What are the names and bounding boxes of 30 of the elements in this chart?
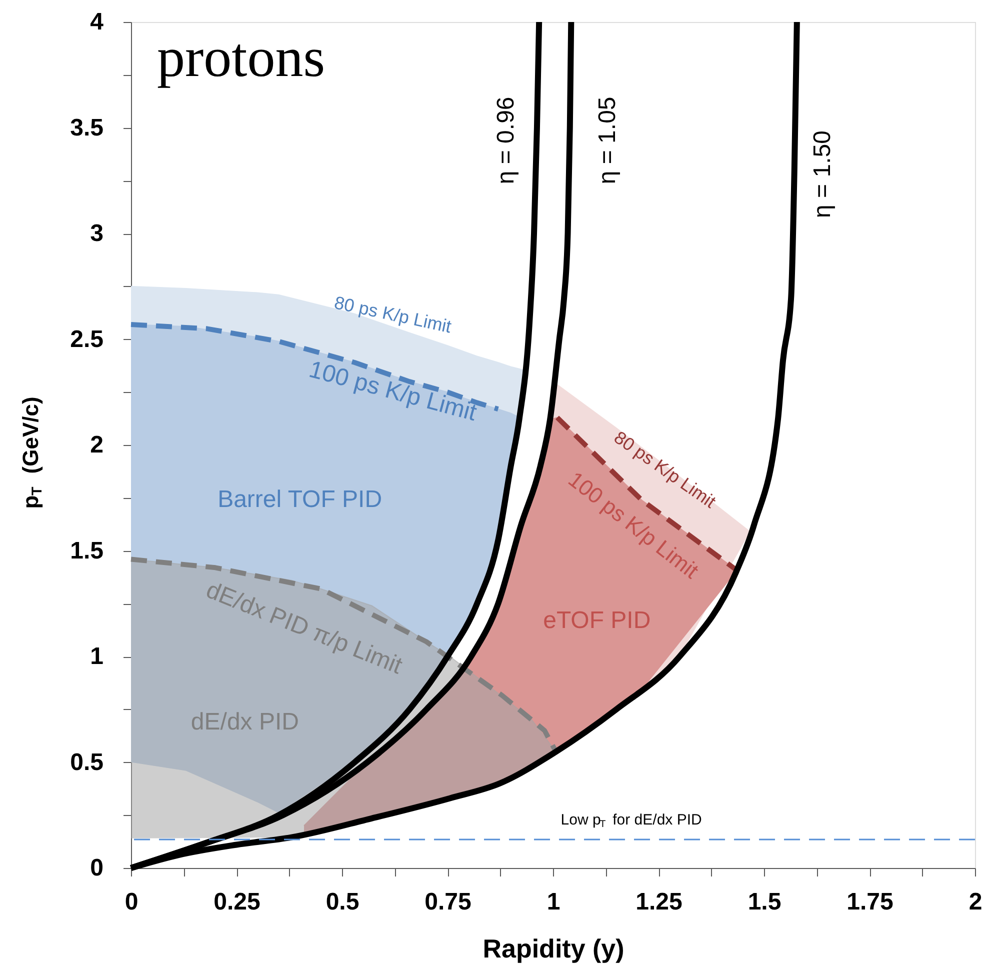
y-tick-label: 3 xyxy=(90,220,104,247)
annotation: η = 1.50 xyxy=(809,130,836,218)
y-tick-label: 1 xyxy=(90,643,104,670)
x-tick-label: 0.25 xyxy=(214,888,260,916)
y-tick-label: 2.5 xyxy=(70,326,104,353)
x-axis-title: Rapidity (y) xyxy=(482,934,624,964)
y-tick-label: 0 xyxy=(90,854,104,882)
y-tick-label: 2 xyxy=(90,432,104,458)
annotation: 100 ps K/p Limit xyxy=(306,356,480,427)
annotation: η = 1.05 xyxy=(594,96,621,184)
y-tick-label: 3.5 xyxy=(70,114,104,142)
x-tick-label: 2 xyxy=(968,888,982,916)
x-tick-label: 1.75 xyxy=(846,888,894,916)
annotation: Barrel TOF PID xyxy=(218,486,382,513)
y-tick-label: 1.5 xyxy=(70,537,104,564)
x-tick-label: 1.5 xyxy=(748,888,782,916)
annotation: dE/dx PID xyxy=(190,708,299,736)
annotation: η = 0.96 xyxy=(492,96,520,184)
y-axis-title: pT (GeV/c) xyxy=(18,396,46,509)
x-tick-label: 1.25 xyxy=(636,888,682,916)
x-tick-label: 0.75 xyxy=(424,888,472,916)
y-tick-label: 0.5 xyxy=(70,748,104,776)
annotation: 80 ps K/p Limit xyxy=(332,292,454,337)
y-tick-label: 4 xyxy=(90,8,104,36)
x-tick-label: 0 xyxy=(124,888,138,916)
annotation: eTOF PID xyxy=(543,606,651,634)
x-tick-label: 0.5 xyxy=(326,888,360,916)
annotation: dE/dx PID π/p Limit xyxy=(202,576,406,680)
chart-title: protons xyxy=(157,27,325,89)
x-tick-label: 1 xyxy=(546,888,560,916)
